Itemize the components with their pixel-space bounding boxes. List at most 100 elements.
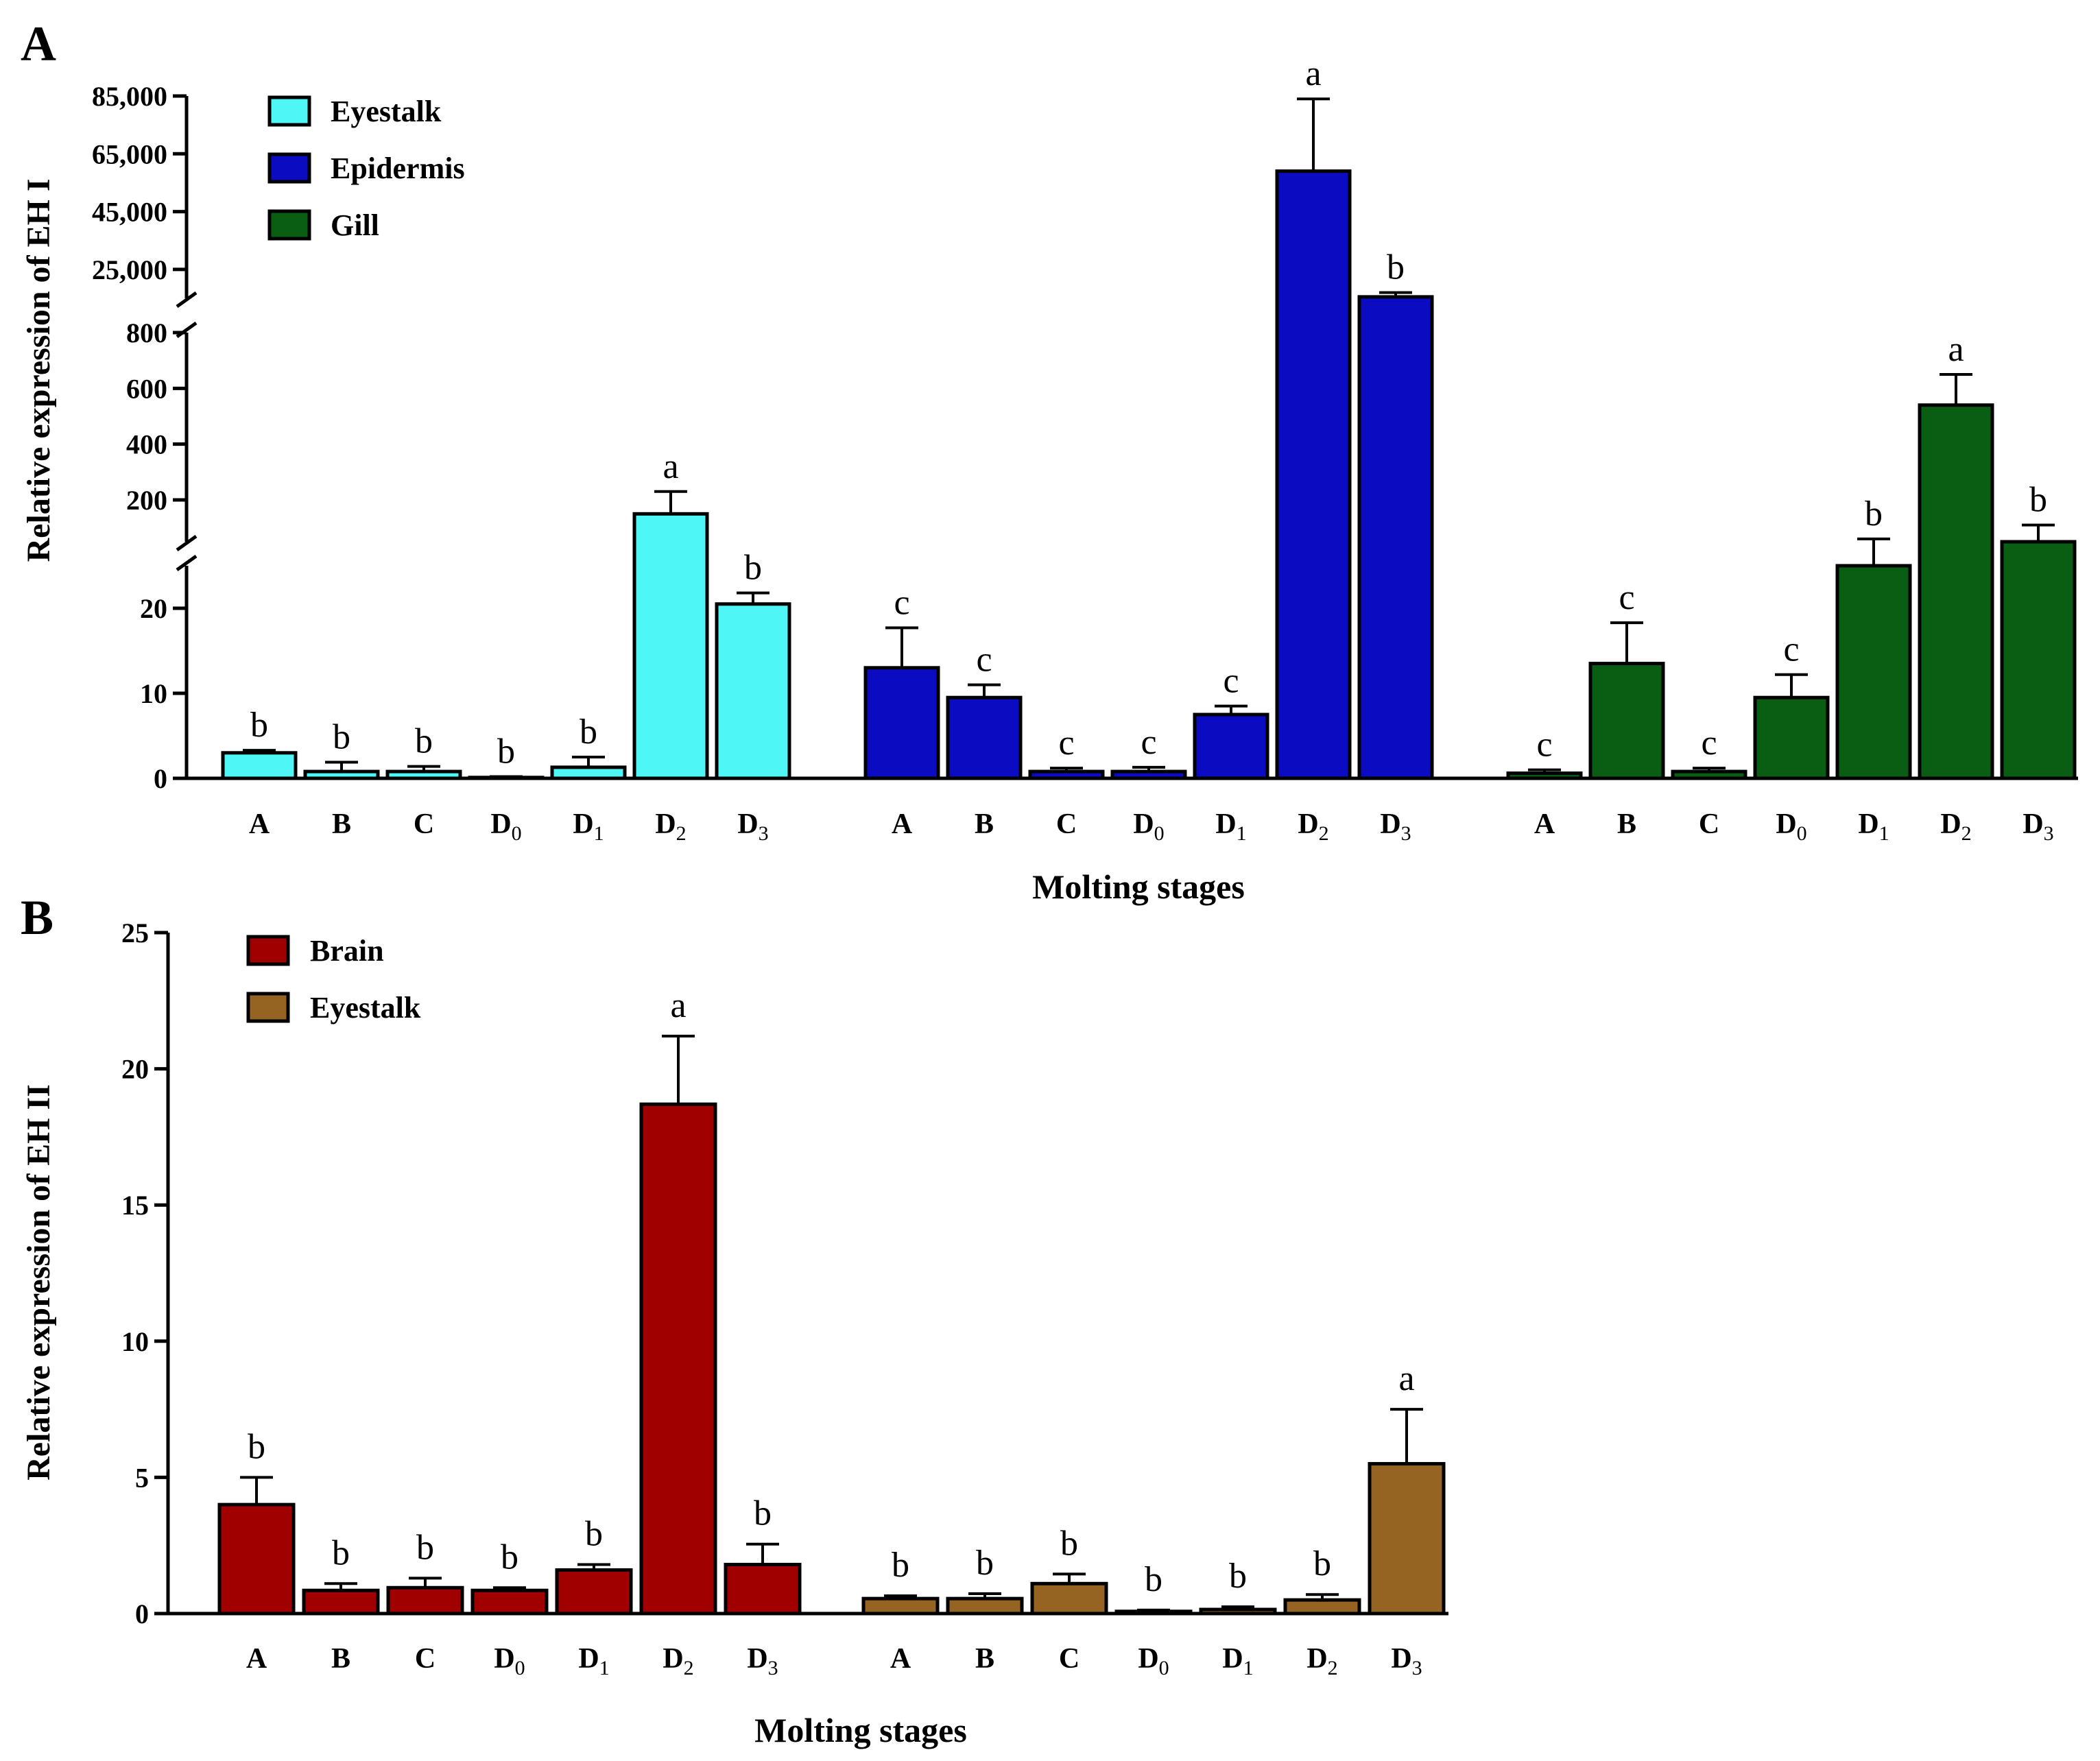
panel-a-x-tick-label: D3 <box>2023 808 2053 845</box>
panel-a-x-tick-label: D3 <box>1380 808 1411 845</box>
panel-b-x-axis-title: Molting stages <box>754 1711 967 1749</box>
panel-b-significance-letter: a <box>1398 1359 1414 1398</box>
panel-b-x-tick-label: D1 <box>578 1643 609 1679</box>
panel-b-y-tick-label: 15 <box>121 1190 149 1221</box>
panel-b-significance-letter: b <box>248 1427 265 1466</box>
panel-a-significance-letter: c <box>894 584 909 623</box>
panel-a-bar <box>1835 564 1912 780</box>
panel-a-significance-letter: b <box>744 549 762 588</box>
panel-a-y-tick-label: 25,000 <box>92 254 167 285</box>
panel-a-significance-letter: a <box>1948 330 1964 369</box>
panel-b-y-tick-label: 5 <box>135 1462 149 1493</box>
panel-a-bar <box>1506 771 1583 780</box>
panel-a-legend-swatch <box>267 209 311 241</box>
panel-a-y-tick-label: 85,000 <box>92 81 167 112</box>
panel-a-significance-letter: b <box>2029 481 2047 520</box>
panel-b: B Relative expression of EH II Molting s… <box>21 890 1448 1749</box>
panel-a-significance-letter: c <box>1141 723 1156 762</box>
panel-a-axis-break-mark <box>176 291 198 309</box>
panel-a-bar <box>1110 769 1187 780</box>
panel-a-y-tick-label: 600 <box>126 373 167 404</box>
panel-a-significance-letter: b <box>1865 494 1883 534</box>
panel-a-bar <box>715 602 791 780</box>
panel-a-axis-break-mark <box>176 321 198 339</box>
panel-b-y-tick-label: 20 <box>121 1054 149 1085</box>
panel-a-y-tick-label: 10 <box>140 678 167 709</box>
panel-b-significance-letter: b <box>585 1515 603 1554</box>
panel-b-significance-letter: b <box>416 1528 434 1567</box>
panel-a-bar <box>1028 769 1105 780</box>
panel-a-significance-letter: c <box>1783 630 1799 669</box>
panel-a-bar <box>1193 712 1269 780</box>
panel-a-x-tick-label: D1 <box>573 808 604 845</box>
panel-b-y-tick-label: 10 <box>121 1326 149 1357</box>
panel-a-significance-letter: b <box>580 712 597 752</box>
panel-b-significance-letter: b <box>976 1544 994 1583</box>
panel-a-bar <box>1588 662 1665 780</box>
panel-b-x-tick-label: C <box>1059 1643 1079 1675</box>
panel-a-significance-letter: c <box>1223 662 1239 701</box>
panel-a-x-tick-label: D2 <box>655 808 686 845</box>
panel-b-bar <box>861 1596 940 1616</box>
panel-a-x-tick-label: A <box>892 808 913 840</box>
panel-a-x-tick-label: D3 <box>737 808 768 845</box>
panel-a-x-tick-label: D1 <box>1858 808 1889 845</box>
panel-b-legend-swatch <box>246 935 290 966</box>
panel-a-bar <box>946 695 1023 780</box>
panel-b-significance-letter: b <box>892 1546 909 1585</box>
panel-a-x-tick-label: C <box>414 808 434 840</box>
panel-a: A Relative expression of EH I Molting st… <box>21 16 2078 906</box>
panel-a-y-tick-label: 200 <box>126 485 167 516</box>
panel-a-significance-letter: a <box>1305 54 1321 93</box>
panel-b-bar <box>555 1568 633 1616</box>
panel-b-y-tick-label: 0 <box>135 1598 149 1629</box>
panel-b-bar <box>1030 1581 1108 1616</box>
panel-b-significance-letter: a <box>670 986 686 1025</box>
panel-a-bar <box>1753 695 1830 780</box>
panel-b-bar <box>1283 1598 1361 1616</box>
panel-a-x-axis-title: Molting stages <box>1032 867 1245 906</box>
panel-a-legend-label: Gill <box>331 208 379 242</box>
panel-a-letter: A <box>21 16 56 71</box>
panel-b-bar <box>1114 1609 1193 1616</box>
panel-a-bars: b Ab Bb Cb D0 b D1 a D2 b D3 c Ac Bc Cc D0 c D1 a D2 b D3 c Ac B… <box>221 54 2077 845</box>
panel-a-x-tick-label: A <box>249 808 270 840</box>
panel-a-bar <box>632 512 709 780</box>
panel-a-y-tick-label: 800 <box>126 318 167 348</box>
panel-a-legend-label: Epidermis <box>331 152 465 185</box>
panel-a-significance-letter: a <box>663 447 678 486</box>
panel-a-significance-letter: b <box>415 722 433 761</box>
panel-a-axes: 0 10 20 200 400 600 800 25,000 45,000 65,000 85,00… <box>92 81 2078 794</box>
panel-b-x-tick-label: B <box>331 1643 350 1675</box>
panel-a-bar <box>550 765 627 780</box>
panel-a-legend: Eyestalk Epidermis Gill <box>267 95 465 242</box>
panel-b-significance-letter: b <box>501 1537 518 1577</box>
panel-a-x-tick-label: D1 <box>1215 808 1246 845</box>
panel-b-letter: B <box>21 890 53 945</box>
panel-a-y-tick-label: 20 <box>140 593 167 624</box>
panel-b-legend-label: Brain <box>310 934 384 968</box>
panel-b-bar <box>639 1102 717 1616</box>
panel-a-significance-letter: c <box>976 640 992 680</box>
panel-a-significance-letter: c <box>1536 726 1552 765</box>
panel-a-x-tick-label: D2 <box>1940 808 1971 845</box>
panel-a-y-tick-label: 65,000 <box>92 139 167 169</box>
panel-b-bar <box>302 1588 380 1616</box>
panel-a-significance-letter: b <box>497 732 515 771</box>
panel-b-bar <box>724 1563 802 1616</box>
panel-b-x-tick-label: D2 <box>663 1643 693 1679</box>
panel-a-bar <box>221 751 298 780</box>
panel-b-x-tick-label: A <box>890 1643 911 1675</box>
panel-b-significance-letter: b <box>1313 1544 1331 1583</box>
panel-b-bar <box>217 1502 296 1616</box>
panel-b-bar <box>386 1585 464 1616</box>
panel-b-x-tick-label: B <box>975 1643 994 1675</box>
panel-a-y-tick-label: 400 <box>126 429 167 460</box>
panel-b-bars: b Ab Bb Cb D0 b D1 a D2 b D3 b Ab Bb Cb D0 b D1 b D2 a D3 <box>217 986 1446 1679</box>
panel-a-legend-swatch <box>267 152 311 184</box>
panel-b-significance-letter: b <box>332 1533 350 1572</box>
panel-a-significance-letter: b <box>1387 248 1405 287</box>
panel-a-y-tick-label: 0 <box>154 763 167 794</box>
panel-a-y-axis-title: Relative expression of EH I <box>21 178 57 562</box>
panel-a-y-tick-label: 45,000 <box>92 197 167 228</box>
